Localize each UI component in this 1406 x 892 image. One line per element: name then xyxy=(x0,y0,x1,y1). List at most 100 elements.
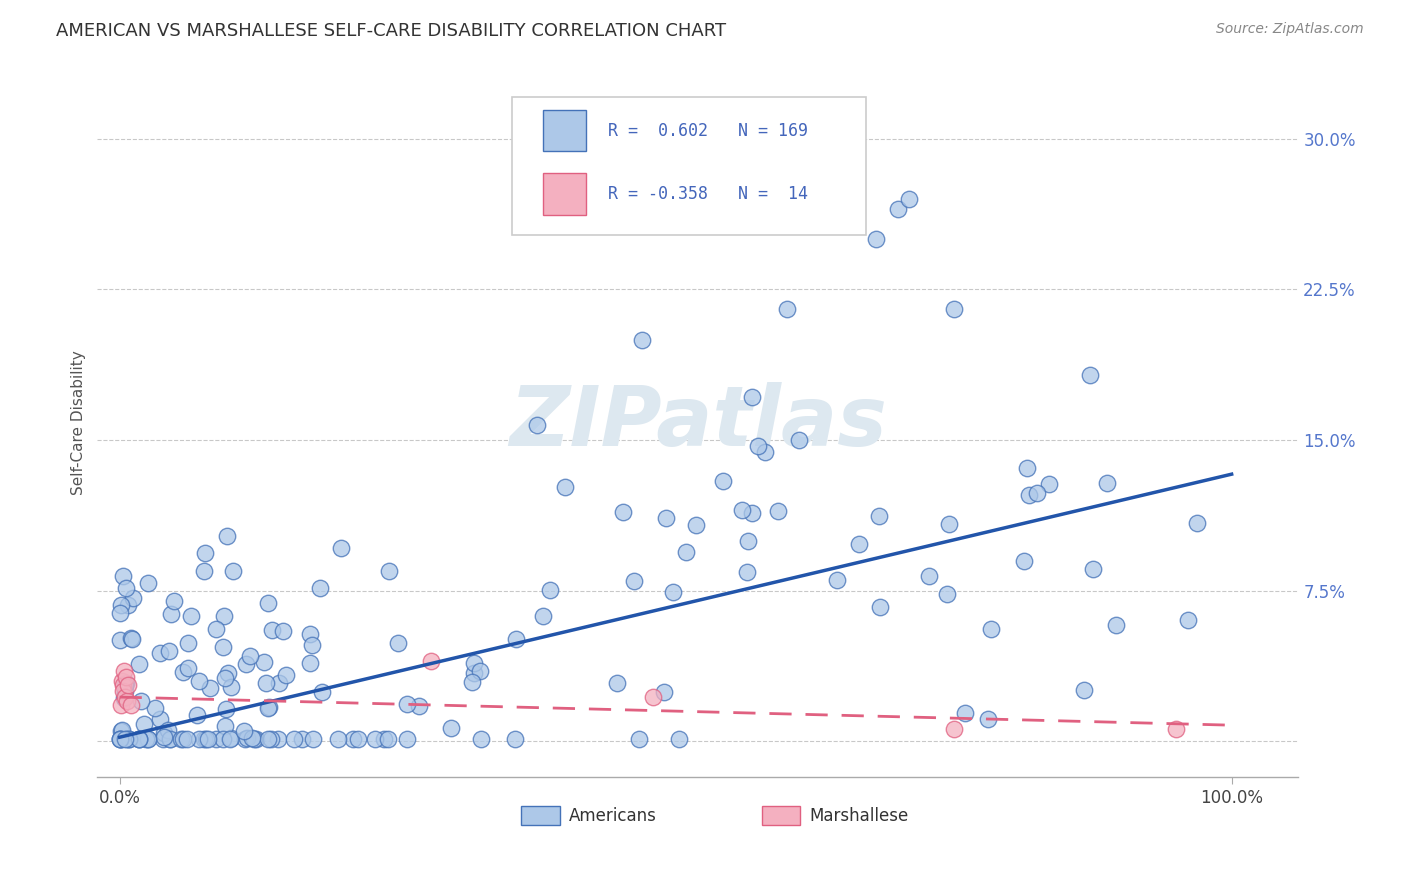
Point xyxy=(172,732,194,747)
Point xyxy=(685,518,707,533)
Point xyxy=(215,529,238,543)
Point xyxy=(176,661,198,675)
FancyBboxPatch shape xyxy=(762,806,800,825)
Point xyxy=(628,732,651,747)
Text: R =  0.602   N = 169: R = 0.602 N = 169 xyxy=(607,121,808,139)
Point xyxy=(299,657,322,671)
Point xyxy=(283,732,305,747)
Point xyxy=(503,732,526,747)
Point xyxy=(120,698,142,712)
Point xyxy=(195,732,218,747)
Point xyxy=(128,732,150,747)
Point xyxy=(274,668,297,682)
Point xyxy=(373,732,395,747)
Point xyxy=(160,607,183,621)
Point xyxy=(221,564,243,578)
Point xyxy=(136,576,159,591)
Point xyxy=(114,678,136,692)
Point xyxy=(193,732,215,747)
Point xyxy=(149,646,172,660)
Point xyxy=(243,732,266,747)
Point xyxy=(301,638,323,652)
Point xyxy=(980,622,1002,636)
Point xyxy=(115,670,138,684)
Point xyxy=(198,681,221,695)
Point xyxy=(257,701,280,715)
Point xyxy=(170,732,193,747)
Point xyxy=(311,684,333,698)
Point xyxy=(741,506,763,520)
Point xyxy=(120,631,142,645)
Point xyxy=(420,654,443,668)
Point xyxy=(623,574,645,588)
Point xyxy=(526,417,548,432)
Point xyxy=(662,585,685,599)
Point xyxy=(219,680,242,694)
Point xyxy=(128,657,150,672)
Point xyxy=(114,676,136,690)
Point xyxy=(675,545,697,559)
Point xyxy=(245,732,267,747)
Point xyxy=(114,684,136,698)
Point xyxy=(396,698,419,712)
Point xyxy=(197,732,219,747)
Point xyxy=(652,685,675,699)
Point xyxy=(269,675,291,690)
Point xyxy=(1038,477,1060,491)
Point xyxy=(730,503,752,517)
Point xyxy=(936,587,959,601)
Point xyxy=(273,624,295,638)
Point xyxy=(825,573,848,587)
Point xyxy=(157,723,180,738)
Point xyxy=(205,622,228,636)
Point xyxy=(111,723,134,737)
Point xyxy=(766,503,789,517)
Point xyxy=(122,591,145,605)
Point xyxy=(299,627,322,641)
Point xyxy=(631,333,654,347)
Point xyxy=(468,665,491,679)
Point xyxy=(152,731,174,745)
Point xyxy=(163,594,186,608)
Point xyxy=(204,732,226,747)
Point xyxy=(463,666,485,681)
Point xyxy=(387,636,409,650)
Point xyxy=(194,546,217,560)
Point xyxy=(118,732,141,747)
Point xyxy=(330,541,353,555)
Point xyxy=(159,732,181,747)
Point xyxy=(1164,722,1187,736)
Text: ZIPatlas: ZIPatlas xyxy=(509,383,887,464)
Point xyxy=(848,537,870,551)
Point xyxy=(868,508,890,523)
Point xyxy=(117,678,139,692)
Point xyxy=(212,640,235,654)
Point xyxy=(1018,488,1040,502)
Point xyxy=(655,511,678,525)
Point xyxy=(153,726,176,740)
Point xyxy=(260,623,283,637)
Point xyxy=(117,694,139,708)
Point xyxy=(117,598,139,612)
Point xyxy=(301,732,323,747)
Point xyxy=(219,732,242,747)
Text: AMERICAN VS MARSHALLESE SELF-CARE DISABILITY CORRELATION CHART: AMERICAN VS MARSHALLESE SELF-CARE DISABI… xyxy=(56,22,727,40)
Point xyxy=(747,440,769,454)
Point xyxy=(347,732,370,747)
Point xyxy=(776,302,799,317)
Point xyxy=(177,636,200,650)
Point xyxy=(308,582,330,596)
Point xyxy=(110,598,132,612)
Point xyxy=(257,732,280,747)
Y-axis label: Self-Care Disability: Self-Care Disability xyxy=(72,351,86,495)
Point xyxy=(212,608,235,623)
Point xyxy=(538,582,561,597)
Point xyxy=(1097,476,1119,491)
Point xyxy=(266,732,288,747)
Point xyxy=(291,732,314,747)
Point xyxy=(898,192,921,206)
Point xyxy=(235,657,257,671)
Point xyxy=(1025,485,1047,500)
Point xyxy=(606,676,628,690)
Point xyxy=(741,390,763,404)
